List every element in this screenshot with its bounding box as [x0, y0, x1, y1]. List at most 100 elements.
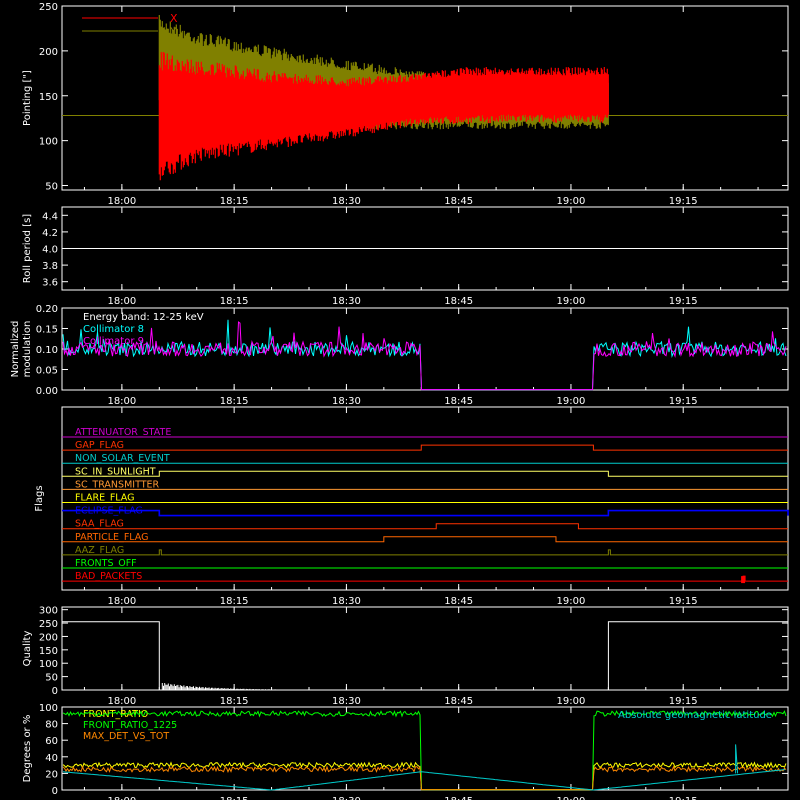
x-tick-label: 18:45: [444, 596, 473, 607]
flag-line-sc-in-sunlight: [62, 470, 788, 477]
x-tick-label: 19:00: [557, 696, 586, 707]
y-tick-label: 0: [52, 686, 58, 697]
panel-frame: [61, 5, 789, 191]
panel-1: 18:00 18:15 18:30 18:45 19:00 19:15 50 100 150 20…: [22, 2, 789, 207]
x-tick-label: 18:30: [332, 196, 361, 207]
y-tick-label: 20: [45, 769, 58, 780]
y-tick-label: 3.8: [42, 261, 58, 272]
y-axis-label: modulation: [22, 321, 33, 378]
y-tick-label: 4.0: [42, 245, 58, 256]
y-tick-label: 3.6: [42, 278, 58, 289]
x-tick-label: 18:45: [444, 296, 473, 307]
panel-2: 18:00 18:15 18:30 18:45 19:00 19:15 3.6 3.8 4.0 4…: [22, 206, 789, 307]
x-tick-label: 18:00: [107, 796, 136, 800]
y-tick-label: 100: [39, 703, 58, 714]
x-tick-label: 19:00: [557, 296, 586, 307]
flag-label: ATTENUATOR_STATE: [75, 427, 171, 438]
y-axis-label: Quality: [22, 631, 33, 667]
flag-label: BAD_PACKETS: [75, 571, 142, 582]
geomagnetic-latitude-annotation: Absolute geomagnetic latitude: [618, 710, 772, 721]
y-tick-label: 100: [39, 137, 58, 148]
flag-label: SC_TRANSMITTER: [75, 479, 160, 490]
x-tick-label: 19:00: [557, 796, 586, 800]
bad-packet-marker: [741, 576, 746, 584]
flag-label: ECLIPSE_FLAG: [75, 506, 143, 517]
energy-band-annotation: Energy band: 12-25 keV: [83, 312, 204, 323]
series-absolute-geomagnetic-latitude: [62, 744, 786, 791]
panel-3: 18:00 18:15 18:30 18:45 19:00 19:15 0.00 0.05 0.…: [10, 304, 789, 407]
y-tick-label: 0: [52, 786, 58, 797]
series-collimator-9: [62, 321, 787, 391]
y-axis-label: Degrees or %: [22, 715, 33, 783]
x-tick-label: 18:45: [444, 696, 473, 707]
x-tick-label: 19:15: [669, 296, 698, 307]
panel-frame: [61, 606, 789, 691]
y-tick-label: 200: [39, 632, 58, 643]
x-tick-label: 18:15: [220, 796, 249, 800]
x-tick-label: 19:15: [669, 796, 698, 800]
legend-label-y: Y: [169, 25, 177, 38]
flag-line-gap-flag: [62, 444, 788, 451]
y-tick-label: 100: [39, 659, 58, 670]
y-tick-label: 0.05: [36, 366, 58, 377]
x-tick-label: 18:30: [332, 296, 361, 307]
flag-label: SAA_FLAG: [75, 519, 124, 530]
panel-frame: [61, 406, 789, 591]
x-tick-label: 18:30: [332, 396, 361, 407]
y-tick-label: 40: [45, 753, 58, 764]
legend-label-x: X: [170, 12, 178, 25]
y-axis-label: Roll period [s]: [22, 214, 33, 283]
flag-label: SC_IN_SUNLIGHT: [75, 466, 156, 477]
x-tick-label: 18:15: [220, 596, 249, 607]
y-tick-label: 60: [45, 736, 58, 747]
y-tick-label: 80: [45, 720, 58, 731]
quality-spikes: [161, 683, 280, 690]
y-axis-label: Flags: [34, 485, 45, 511]
x-tick-label: 19:15: [669, 196, 698, 207]
y-tick-label: 150: [39, 92, 58, 103]
x-tick-label: 18:15: [220, 696, 249, 707]
flag-label: FRONTS_OFF: [75, 558, 137, 569]
y-tick-label: 0.00: [36, 386, 58, 397]
legend-label: FRONT_RATIO: [83, 709, 148, 720]
x-tick-label: 18:45: [444, 196, 473, 207]
flag-line-aaz-flag: [62, 549, 788, 556]
y-tick-label: 200: [39, 47, 58, 58]
y-tick-label: 250: [39, 619, 58, 630]
x-tick-label: 18:00: [107, 196, 136, 207]
x-tick-label: 19:15: [669, 696, 698, 707]
flag-line-particle-flag: [62, 536, 788, 543]
flag-label: AAZ_FLAG: [75, 545, 124, 556]
panel-4: 18:00 18:15 18:30 18:45 19:00 19:15 Flags ATTEN…: [34, 406, 789, 607]
y-tick-label: 150: [39, 646, 58, 657]
flag-label: PARTICLE_FLAG: [75, 532, 148, 543]
y-tick-label: 0.20: [36, 304, 58, 315]
x-tick-label: 18:00: [107, 296, 136, 307]
flag-label: FLARE_FLAG: [75, 493, 135, 504]
y-tick-label: 0.15: [36, 325, 58, 336]
x-tick-label: 18:15: [220, 396, 249, 407]
series-x-oscillation: [158, 52, 609, 181]
legend-label: MAX_DET_VS_TOT: [83, 731, 169, 742]
y-tick-label: 50: [45, 182, 58, 193]
y-tick-label: 0.10: [36, 345, 58, 356]
legend-label: Collimator 8: [83, 324, 144, 335]
quality-line: [62, 621, 788, 691]
x-tick-label: 19:15: [669, 396, 698, 407]
panel-6: 18:00 18:15 18:30 18:45 19:00 19:15 0 20 40 60 80 1…: [22, 703, 789, 800]
x-tick-label: 18:00: [107, 696, 136, 707]
y-tick-label: 50: [45, 673, 58, 684]
y-tick-label: 4.2: [42, 228, 58, 239]
x-tick-label: 18:30: [332, 596, 361, 607]
panel-5: 18:00 18:15 18:30 18:45 19:00 19:15 0 50 100 150 2…: [22, 606, 789, 707]
y-tick-label: 300: [39, 606, 58, 617]
flag-label: NON_SOLAR_EVENT: [75, 453, 170, 464]
flag-line-eclipse-flag: [62, 509, 789, 517]
x-tick-label: 18:00: [107, 396, 136, 407]
series-max-det-vs-tot: [62, 765, 787, 791]
legend-label: Collimator 9: [83, 336, 144, 347]
y-axis-label: Pointing ["]: [22, 70, 33, 126]
x-tick-label: 19:15: [669, 596, 698, 607]
flag-line-bad-packets: [62, 575, 788, 582]
